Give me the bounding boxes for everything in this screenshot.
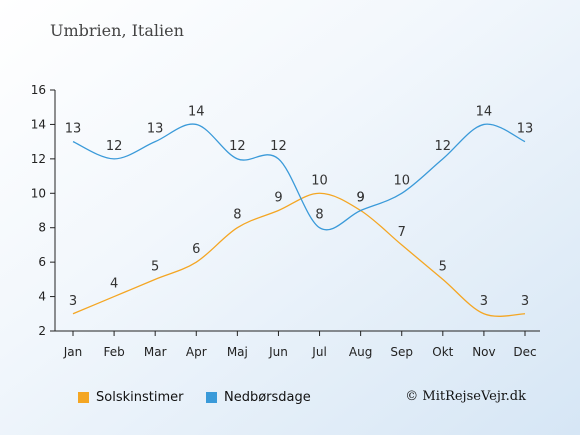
x-tick-label: Dec [513,345,536,359]
data-label-solskinstimer: 6 [192,242,200,257]
x-tick-label: Aug [349,345,372,359]
data-label-solskinstimer: 4 [110,277,118,292]
y-tick-label: 4 [38,290,46,304]
data-label-nedborsdage: 12 [270,139,287,154]
data-label-nedborsdage: 13 [65,122,82,137]
series-line-nedborsdage [72,123,526,231]
data-label-solskinstimer: 5 [439,259,447,274]
data-label-nedborsdage: 14 [188,104,205,119]
data-label-solskinstimer: 5 [151,259,159,274]
data-label-nedborsdage: 14 [476,104,493,119]
data-label-solskinstimer: 3 [69,294,77,309]
data-label-solskinstimer: 7 [398,225,406,240]
data-label-nedborsdage: 9 [356,191,364,206]
data-label-solskinstimer: 3 [521,294,529,309]
x-tick-label: Sep [390,345,413,359]
data-label-solskinstimer: 3 [480,294,488,309]
x-tick-label: Okt [432,345,453,359]
data-label-solskinstimer: 8 [233,208,241,223]
legend-label-solskinstimer: Solskinstimer [96,390,184,405]
x-tick-label: Apr [186,345,207,359]
data-label-solskinstimer: 9 [274,191,282,206]
chart-title: Umbrien, Italien [50,21,184,40]
series-line-solskinstimer [72,192,526,317]
data-label-solskinstimer: 10 [311,173,328,188]
y-tick-label: 2 [38,324,46,338]
x-tick-label: Jun [268,345,288,359]
data-label-nedborsdage: 8 [315,208,323,223]
y-tick-label: 10 [31,186,46,200]
data-label-nedborsdage: 13 [517,122,534,137]
data-label-solskinstimer: 9 [356,191,364,206]
y-tick-label: 14 [31,117,46,131]
legend-label-nedborsdage: Nedbørsdage [224,390,311,405]
x-tick-label: Feb [103,345,124,359]
legend-item-nedborsdage: Nedbørsdage [206,390,311,405]
data-label-nedborsdage: 12 [229,139,246,154]
x-tick-label: Maj [227,345,248,359]
x-tick-label: Nov [472,345,495,359]
copyright-credit: © MitRejseVejr.dk [405,389,526,404]
data-label-nedborsdage: 10 [393,173,410,188]
legend-item-solskinstimer: Solskinstimer [78,390,183,405]
x-tick-label: Jul [311,345,326,359]
x-tick-label: Mar [144,345,167,359]
data-label-nedborsdage: 12 [106,139,123,154]
y-tick-label: 6 [38,255,46,269]
x-tick-label: Jan [63,345,83,359]
legend-swatch-nedborsdage [206,392,217,403]
data-label-nedborsdage: 12 [435,139,452,154]
legend-swatch-solskinstimer [78,392,89,403]
data-label-nedborsdage: 13 [147,122,164,137]
y-tick-label: 12 [31,152,46,166]
y-tick-label: 16 [31,83,46,97]
y-tick-label: 8 [38,221,46,235]
